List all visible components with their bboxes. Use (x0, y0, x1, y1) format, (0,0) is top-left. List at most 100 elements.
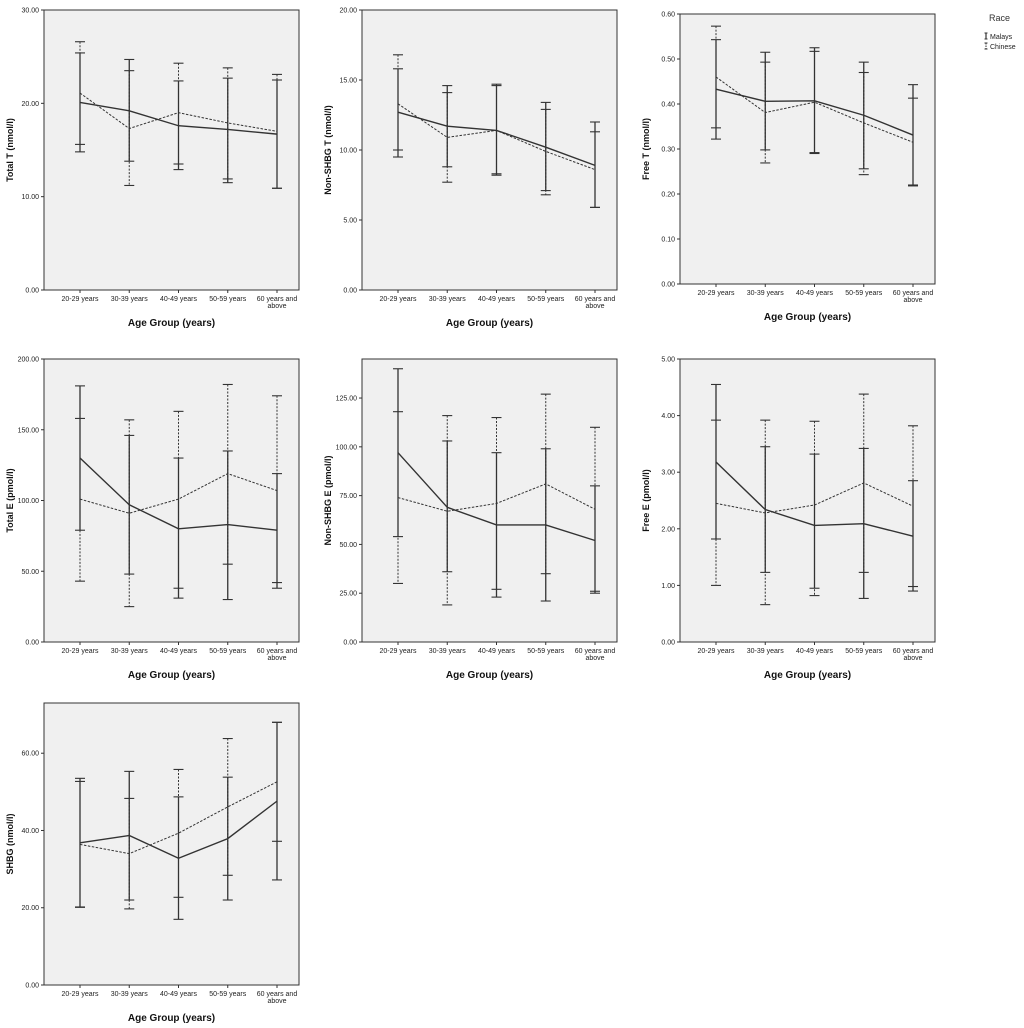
panel-total-t: 0.00 10.00 20.00 30.00 20-29 years 30-39 year… (5, 8, 300, 329)
y-tick-label: 0.50 (661, 57, 675, 64)
panel-total-e: 0.00 50.00 100.00 150.00 200.00 20-29 years 30… (5, 357, 300, 681)
x-tick-label: 30-39 years (747, 290, 784, 297)
plot-area (361, 358, 618, 643)
y-tick-label: 0.00 (343, 288, 357, 295)
y-tick-label: 100.00 (336, 444, 358, 451)
x-tick-label: 50-59 years (209, 991, 246, 998)
y-tick-label: 20.00 (339, 8, 357, 15)
series-chinese (75, 41, 282, 189)
series-chinese (75, 721, 282, 910)
x-tick-label: 30-39 years (111, 991, 148, 998)
y-tick-label: 0.00 (25, 288, 39, 295)
y-tick-label: 100.00 (18, 498, 40, 505)
mean-line (79, 781, 278, 855)
plot-area (43, 358, 300, 643)
series-chinese (711, 393, 918, 606)
x-tick-label: 50-59 years (527, 648, 564, 655)
panel-shbg: 0.00 20.00 40.00 60.00 20-29 years 30-39 year… (5, 702, 300, 1024)
y-tick-label: 5.00 (343, 218, 357, 225)
panel-non-shbg-t: 0.00 5.00 10.00 15.00 20.00 20-29 years 30-39 … (323, 8, 618, 329)
y-tick-label: 1.00 (661, 583, 675, 590)
x-tick-label: 50-59 years (209, 296, 246, 303)
y-tick-label: 30.00 (21, 8, 39, 15)
x-tick-label: above (585, 303, 604, 310)
x-axis-title: Age Group (years) (446, 318, 533, 329)
x-axis-title: Age Group (years) (446, 670, 533, 681)
y-tick-label: 60.00 (21, 751, 39, 758)
mean-line (715, 461, 914, 537)
x-tick-label: 40-49 years (478, 648, 515, 655)
mean-line (715, 76, 914, 143)
x-axis-title: Age Group (years) (128, 670, 215, 681)
series-chinese (393, 393, 600, 606)
y-tick-label: 0.00 (343, 640, 357, 647)
x-tick-label: 60 years and (575, 648, 616, 655)
y-tick-label: 3.00 (661, 470, 675, 477)
plot-area (43, 702, 300, 986)
legend: Race Malays Chinese (984, 13, 1016, 51)
x-tick-label: 40-49 years (796, 290, 833, 297)
y-tick-label: 0.40 (661, 102, 675, 109)
x-tick-label: 50-59 years (845, 648, 882, 655)
plot-area (679, 13, 936, 285)
mean-line (715, 482, 914, 514)
x-tick-label: 30-39 years (111, 296, 148, 303)
x-axis-title: Age Group (years) (764, 670, 851, 681)
y-axis-title: Free T (nmol/l) (641, 118, 651, 180)
mean-line (397, 103, 596, 171)
y-tick-label: 5.00 (661, 357, 675, 364)
y-tick-label: 0.00 (661, 640, 675, 647)
y-tick-label: 200.00 (18, 357, 40, 364)
y-tick-label: 125.00 (336, 396, 358, 403)
y-tick-label: 20.00 (21, 905, 39, 912)
y-tick-label: 0.60 (661, 12, 675, 19)
mean-line (397, 483, 596, 512)
x-tick-label: 20-29 years (62, 296, 99, 303)
plot-area (361, 9, 618, 291)
x-tick-label: 30-39 years (111, 648, 148, 655)
x-tick-label: 60 years and (575, 296, 616, 303)
x-tick-label: 30-39 years (747, 648, 784, 655)
y-axis-title: Free E (pmol/l) (641, 469, 651, 532)
y-tick-label: 2.00 (661, 526, 675, 533)
x-tick-label: 20-29 years (698, 648, 735, 655)
series-chinese (393, 54, 600, 208)
y-tick-label: 20.00 (21, 101, 39, 108)
x-tick-label: 20-29 years (698, 290, 735, 297)
x-tick-label: 60 years and (893, 290, 934, 297)
x-tick-label: 20-29 years (380, 648, 417, 655)
x-tick-label: 60 years and (257, 296, 298, 303)
plot-area (43, 9, 300, 291)
x-tick-label: 60 years and (257, 991, 298, 998)
y-tick-label: 0.00 (25, 983, 39, 990)
mean-line (79, 473, 278, 514)
y-axis-title: Total T (nmol/l) (5, 118, 15, 182)
x-tick-label: 40-49 years (160, 296, 197, 303)
x-tick-label: 60 years and (893, 648, 934, 655)
series-chinese (75, 383, 282, 608)
x-tick-label: 20-29 years (380, 296, 417, 303)
y-tick-label: 0.00 (25, 640, 39, 647)
y-tick-label: 15.00 (339, 78, 357, 85)
panel-free-t: 0.00 0.10 0.20 0.30 0.40 0.50 0.60 20-29 years 3… (641, 12, 936, 323)
x-tick-label: above (267, 303, 286, 310)
y-tick-label: 4.00 (661, 413, 675, 420)
y-axis-title: SHBG (nmol/l) (5, 814, 15, 875)
x-tick-label: 40-49 years (796, 648, 833, 655)
y-tick-label: 0.10 (661, 237, 675, 244)
y-tick-label: 0.00 (661, 282, 675, 289)
mean-line (397, 452, 596, 542)
x-axis-title: Age Group (years) (128, 1013, 215, 1024)
x-tick-label: above (267, 998, 286, 1005)
y-tick-label: 40.00 (21, 828, 39, 835)
x-axis-title: Age Group (years) (128, 318, 215, 329)
y-tick-label: 10.00 (339, 148, 357, 155)
legend-label-malays: Malays (990, 34, 1013, 41)
x-tick-label: above (903, 655, 922, 662)
x-tick-label: 20-29 years (62, 991, 99, 998)
y-tick-label: 50.00 (21, 569, 39, 576)
x-tick-label: 30-39 years (429, 648, 466, 655)
x-tick-label: 50-59 years (845, 290, 882, 297)
y-tick-label: 75.00 (339, 493, 357, 500)
